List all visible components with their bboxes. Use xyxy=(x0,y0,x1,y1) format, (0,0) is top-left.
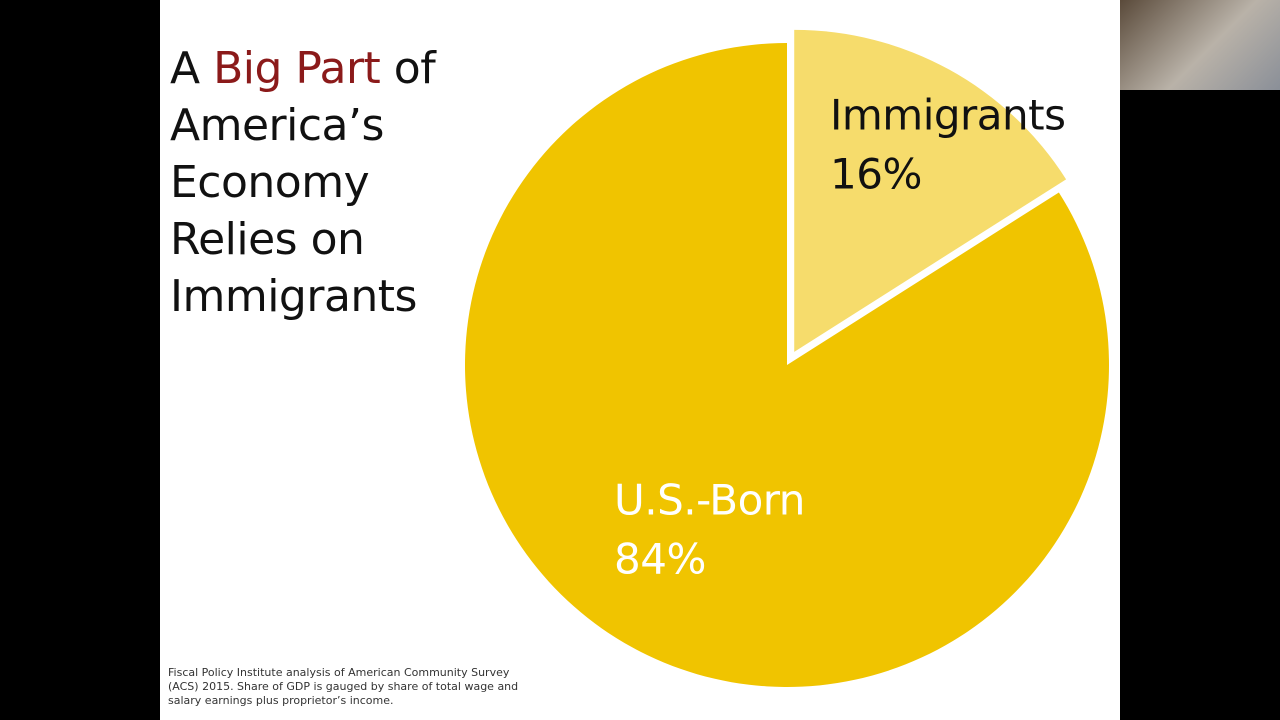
slice-label: Immigrants xyxy=(830,91,1066,140)
title-word: Immigrants xyxy=(170,271,417,322)
chart: Immigrants 16% U.S.-Born 84% xyxy=(465,29,1109,687)
title-word: Economy xyxy=(170,157,370,208)
webcam-thumbnail xyxy=(1120,0,1280,90)
pie-slice xyxy=(794,29,1067,352)
slide: Immigrants 16% U.S.-Born 84% A Big Part of … xyxy=(160,0,1120,720)
title-word: of xyxy=(393,43,436,94)
chart-title: A Big Part of America’s Economy Relies o… xyxy=(170,40,436,325)
slice-value-label: 84% xyxy=(614,535,706,584)
source-note: Fiscal Policy Institute analysis of Amer… xyxy=(168,666,519,707)
title-highlight: Big Part xyxy=(213,43,381,94)
title-word: America’s xyxy=(170,100,384,151)
title-word: A xyxy=(170,43,200,94)
slice-label: U.S.-Born xyxy=(614,476,805,525)
pie-slice xyxy=(465,43,1109,687)
slice-value-label: 16% xyxy=(830,150,922,199)
title-word: Relies on xyxy=(170,214,365,265)
